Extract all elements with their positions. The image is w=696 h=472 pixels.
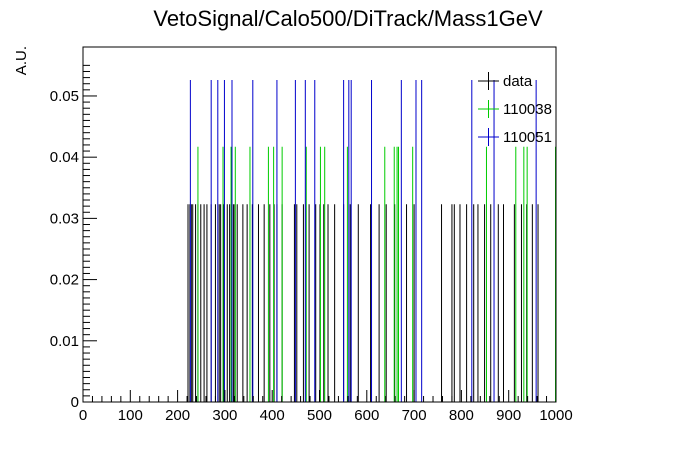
x-axis: 0 100 200 300 400 500 600 700 800 900 1000 — [79, 390, 573, 424]
x-tick-label: 400 — [260, 407, 285, 424]
y-axis-label: A.U. — [13, 46, 30, 75]
x-tick-label: 500 — [307, 407, 332, 424]
x-tick-label: 700 — [402, 407, 427, 424]
legend-label-110038: 110038 — [503, 101, 552, 118]
legend-label-110051: 110051 — [503, 129, 552, 146]
y-tick-label: 0.03 — [50, 210, 79, 227]
y-tick-label: 0.04 — [50, 149, 79, 166]
y-tick-label: 0.02 — [50, 272, 79, 289]
x-tick-label: 300 — [212, 407, 237, 424]
y-tick-label: 0.01 — [50, 333, 79, 350]
y-axis: 0 0.01 0.02 0.03 0.04 0.05 — [50, 64, 97, 411]
x-tick-label: 1000 — [539, 407, 572, 424]
x-tick-label: 800 — [449, 407, 474, 424]
chart-title: VetoSignal/Calo500/DiTrack/Mass1GeV — [153, 6, 543, 31]
y-tick-label: 0 — [71, 394, 79, 411]
x-tick-label: 600 — [354, 407, 379, 424]
legend-label-data: data — [503, 73, 533, 90]
legend: data 110038 110051 — [478, 72, 552, 146]
y-tick-label: 0.05 — [50, 88, 79, 105]
x-tick-label: 0 — [79, 407, 87, 424]
x-tick-label: 900 — [496, 407, 521, 424]
x-tick-label: 100 — [118, 407, 143, 424]
x-tick-label: 200 — [165, 407, 190, 424]
histogram-bars — [187, 80, 557, 402]
